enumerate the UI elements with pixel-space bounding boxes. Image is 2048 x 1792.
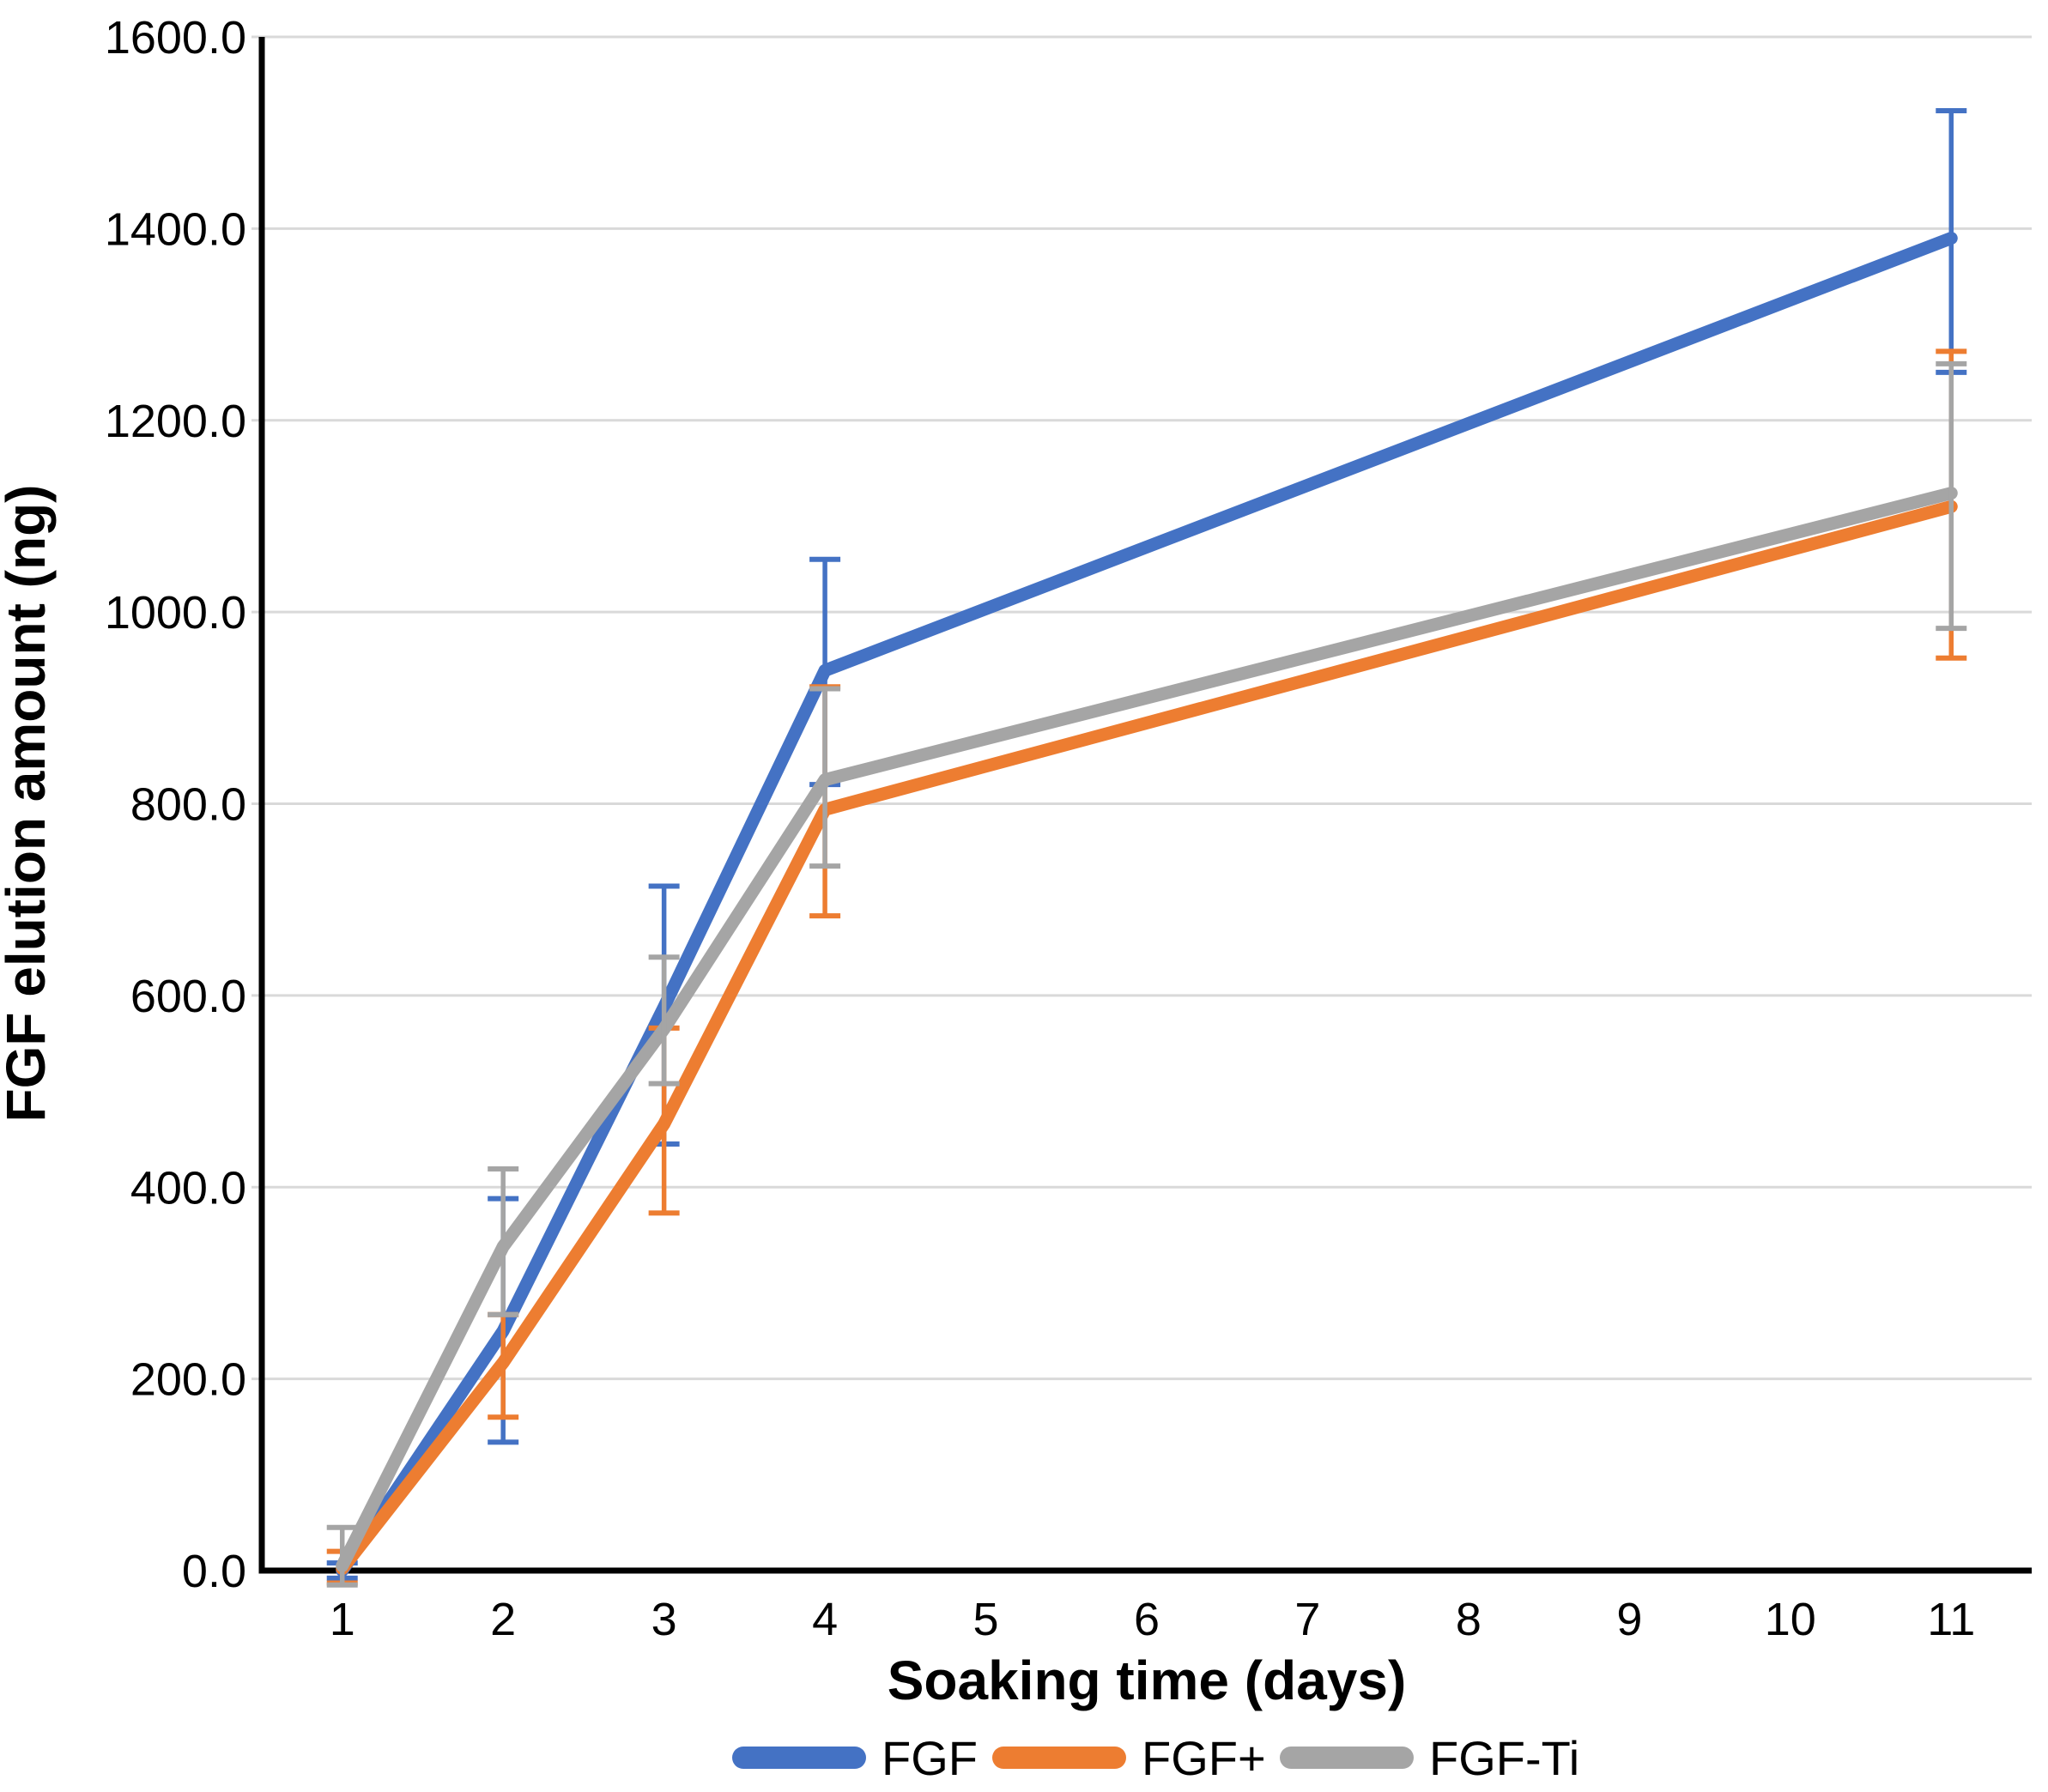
error-bar-fgf-ti — [326, 1524, 358, 1588]
axes — [258, 37, 2032, 1574]
series-fgf — [326, 107, 1967, 1581]
x-axis-tick-label: 9 — [1616, 1594, 1642, 1645]
gridlines — [251, 35, 2032, 1381]
x-axis-tick-label: 1 — [330, 1594, 355, 1645]
y-axis-title: FGF elution amount (ng) — [0, 485, 57, 1123]
y-axis-tick-label: 0.0 — [182, 1546, 246, 1597]
y-axis-tick-label: 1200.0 — [105, 396, 246, 447]
legend-item-fgf-ti: FGF-Ti — [1280, 1731, 1579, 1785]
y-axis-tick-labels: 0.0 200.0 400.0 600.0 800.0 1000.0 1200.0 1400.… — [105, 12, 246, 1597]
x-axis-tick-label: 7 — [1294, 1594, 1320, 1645]
x-axis-tick-label: 4 — [812, 1594, 838, 1645]
y-axis-tick-label: 400.0 — [130, 1162, 246, 1214]
error-bar-fgf-ti — [809, 686, 841, 869]
legend: FGF FGF+ FGF-Ti — [732, 1731, 1579, 1785]
legend-item-fgf-: FGF+ — [992, 1731, 1266, 1785]
x-axis-tick-labels: 1 2 3 4 5 6 7 8 9 10 11 — [330, 1594, 1976, 1645]
series-line-fgf — [336, 232, 1958, 1577]
x-axis-tick-label: 11 — [1927, 1594, 1975, 1645]
y-axis-tick-label: 1400.0 — [105, 203, 246, 255]
legend-item-fgf: FGF — [732, 1731, 978, 1785]
series-fgf-ti — [326, 360, 1967, 1588]
series-line-fgf- — [336, 499, 1958, 1576]
y-axis-tick-label: 1000.0 — [105, 587, 246, 639]
y-axis-tick-label: 200.0 — [130, 1354, 246, 1406]
x-axis-tick-label: 3 — [651, 1594, 677, 1645]
legend-label-fgf-ti: FGF-Ti — [1429, 1731, 1579, 1785]
error-bar-fgf-ti — [488, 1166, 519, 1317]
error-bar-fgf-ti — [648, 954, 680, 1087]
series-group — [326, 107, 1967, 1588]
x-axis-title: Soaking time (days) — [888, 1650, 1407, 1711]
x-axis-tick-label: 8 — [1456, 1594, 1481, 1645]
series-line-fgf-ti — [336, 487, 1958, 1572]
x-axis-tick-label: 2 — [490, 1594, 516, 1645]
y-axis-tick-label: 800.0 — [130, 779, 246, 831]
x-axis-tick-label: 6 — [1134, 1594, 1160, 1645]
y-axis-tick-label: 1600.0 — [105, 12, 246, 64]
legend-label-fgf: FGF — [882, 1731, 978, 1785]
error-bar-fgf- — [488, 1311, 519, 1420]
y-axis-tick-label: 600.0 — [130, 971, 246, 1022]
x-axis-tick-label: 10 — [1765, 1594, 1816, 1645]
legend-swatch-fgf-ti — [1280, 1747, 1414, 1769]
series-fgf- — [326, 348, 1967, 1586]
legend-label-fgf-: FGF+ — [1142, 1731, 1266, 1785]
x-axis-tick-label: 5 — [973, 1594, 999, 1645]
error-bar-fgf-ti — [1936, 360, 1967, 632]
legend-swatch-fgf — [732, 1747, 866, 1769]
legend-swatch-fgf- — [992, 1747, 1126, 1769]
